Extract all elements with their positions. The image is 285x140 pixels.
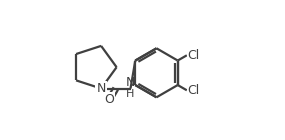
Text: Cl: Cl	[187, 49, 199, 62]
Text: N: N	[126, 75, 135, 88]
Text: H: H	[126, 88, 135, 99]
Text: N: N	[96, 82, 106, 95]
Text: Cl: Cl	[187, 84, 199, 97]
Text: O: O	[105, 93, 115, 106]
